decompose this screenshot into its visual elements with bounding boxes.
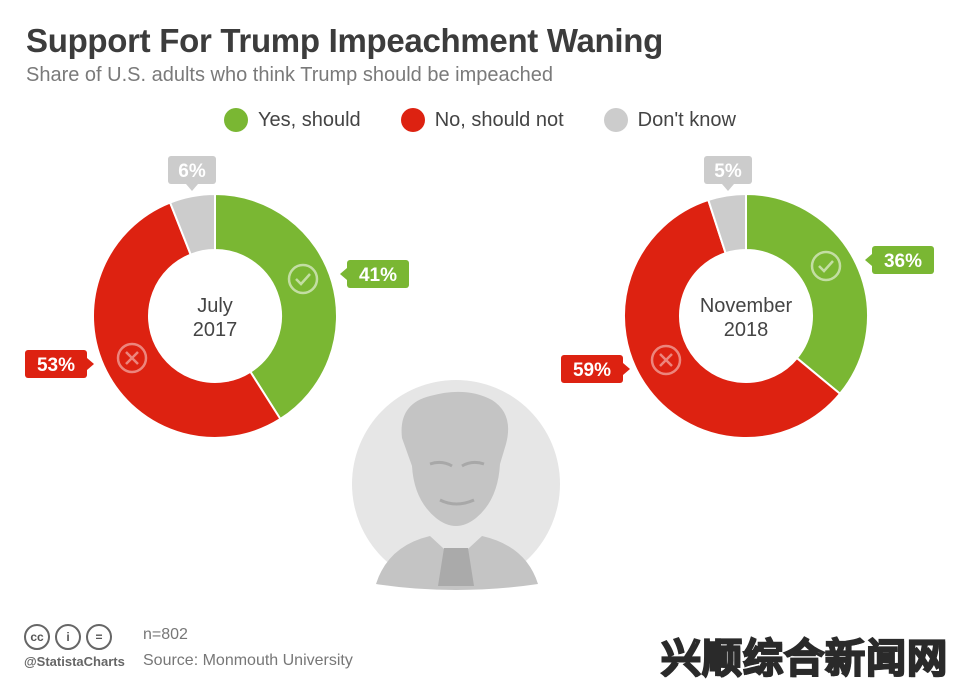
legend-label-yes: Yes, should <box>258 108 361 131</box>
data-label-no: 53% <box>25 350 94 378</box>
slice-no <box>623 198 842 439</box>
data-label-dont-know: 6% <box>168 156 216 191</box>
data-label-yes: 41% <box>340 260 409 288</box>
data-label-yes: 36% <box>865 246 934 274</box>
attribution-icon: i <box>55 624 81 650</box>
source-note: Source: Monmouth University <box>143 652 353 669</box>
trump-portrait <box>352 380 560 590</box>
check-icon <box>810 250 842 282</box>
slice-yes <box>214 192 338 421</box>
cc-icon: cc <box>24 624 50 650</box>
svg-text:53%: 53% <box>37 355 75 376</box>
slice-dont-know <box>168 192 216 256</box>
legend-label-dont-know: Don't know <box>637 108 736 131</box>
svg-text:36%: 36% <box>884 251 922 272</box>
data-label-dont-know: 5% <box>704 156 752 191</box>
svg-text:41%: 41% <box>359 265 397 286</box>
center-label-line2: 2017 <box>193 319 238 341</box>
statista-handle: @StatistaCharts <box>24 654 125 669</box>
legend-swatch-no <box>400 108 425 132</box>
check-icon <box>287 263 319 295</box>
chart-subtitle: Share of U.S. adults who think Trump sho… <box>26 64 553 86</box>
svg-text:5%: 5% <box>714 161 742 182</box>
legend-label-no: No, should not <box>434 108 564 131</box>
center-label-line2: 2018 <box>724 319 769 341</box>
watermark: 兴顺综合新闻网 <box>660 636 948 682</box>
slice-dont-know <box>707 192 747 255</box>
cross-icon <box>650 344 682 376</box>
cross-icon <box>116 342 148 374</box>
sample-size-note: n=802 <box>143 626 188 643</box>
license-icons: cc i = <box>24 624 112 650</box>
legend-item-yes: Yes, should <box>224 108 361 132</box>
legend-item-dont-know: Don't know <box>603 108 736 132</box>
slice-no <box>92 201 282 439</box>
legend: Yes, should No, should not Don't know <box>0 108 960 132</box>
legend-item-no: No, should not <box>400 108 564 132</box>
svg-text:6%: 6% <box>178 161 206 182</box>
chart-title: Support For Trump Impeachment Waning <box>26 22 663 59</box>
center-label-line1: November <box>700 295 793 317</box>
legend-swatch-yes <box>224 108 248 132</box>
no-derivatives-icon: = <box>86 624 112 650</box>
slice-yes <box>745 192 869 396</box>
data-label-no: 59% <box>561 355 630 383</box>
svg-text:59%: 59% <box>573 360 611 381</box>
center-label-line1: July <box>197 295 233 317</box>
legend-swatch-dont-know <box>603 108 628 132</box>
